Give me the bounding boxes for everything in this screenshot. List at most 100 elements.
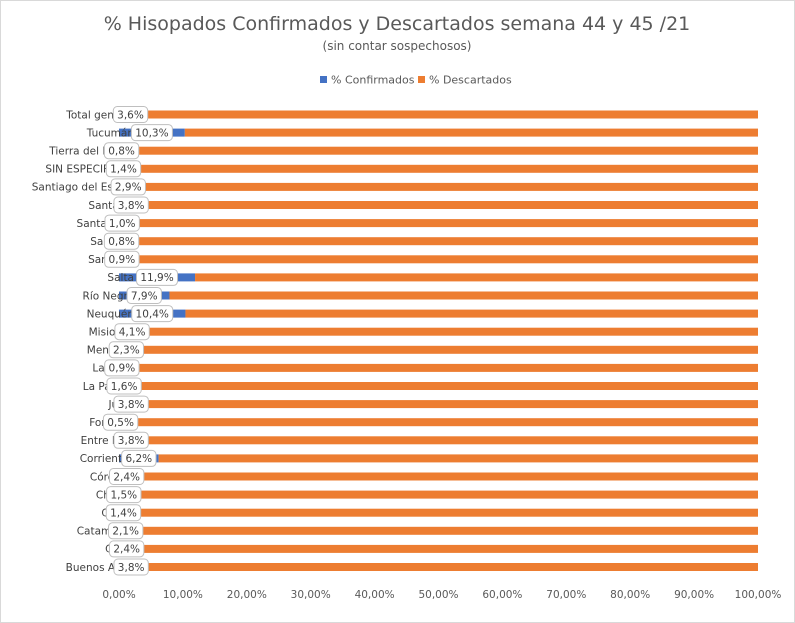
- data-label: 2,4%: [113, 471, 140, 483]
- x-tick-label: 70,00%: [546, 589, 586, 601]
- category-label: Salta: [107, 272, 134, 284]
- chart-title: % Hisopados Confirmados y Descartados se…: [104, 13, 691, 35]
- x-tick-label: 50,00%: [418, 589, 458, 601]
- data-label-box: [106, 377, 142, 395]
- data-label-box: [114, 323, 150, 341]
- data-label-box: [108, 341, 145, 359]
- bar-descartados: [143, 563, 759, 571]
- data-label: 4,1%: [119, 327, 146, 339]
- bar-descartados: [142, 110, 758, 119]
- data-label: 0,8%: [108, 146, 135, 158]
- data-label-box: [105, 504, 142, 522]
- x-tick-label: 20,00%: [227, 589, 267, 601]
- legend-swatch-2: [418, 76, 425, 83]
- x-tick-label: 80,00%: [610, 589, 650, 601]
- data-label: 2,9%: [115, 182, 142, 194]
- bar-descartados: [145, 327, 759, 336]
- bar-descartados: [125, 219, 758, 228]
- data-label: 3,8%: [118, 200, 145, 212]
- bar-descartados: [124, 363, 759, 372]
- data-label-box: [104, 359, 140, 377]
- data-label: 1,6%: [111, 381, 138, 393]
- bar-descartados: [143, 201, 759, 209]
- bar-descartados: [129, 382, 758, 390]
- category-label: Tucumán: [86, 127, 134, 139]
- data-label-box: [113, 431, 149, 449]
- x-tick-label: 10,00%: [163, 589, 203, 601]
- data-label-box: [108, 540, 145, 558]
- data-label: 11,9%: [140, 272, 173, 284]
- bar-descartados: [195, 273, 758, 282]
- data-label-box: [113, 558, 149, 576]
- x-tick-label: 0,00%: [102, 589, 135, 601]
- data-label-box: [121, 449, 157, 467]
- category-label: Río Negro: [83, 290, 134, 302]
- data-label: 3,6%: [117, 109, 144, 121]
- data-label-box: [113, 395, 149, 413]
- bar-descartados: [184, 128, 758, 137]
- category-label: Corrientes: [80, 453, 134, 465]
- bar-descartados: [122, 418, 758, 427]
- chart-subtitle: (sin contar sospechosos): [323, 39, 472, 53]
- bar-descartados: [143, 436, 759, 445]
- legend-swatch-1: [320, 76, 327, 83]
- data-label: 2,4%: [113, 544, 140, 556]
- bar-descartados: [134, 544, 758, 553]
- bar-descartados: [127, 164, 759, 173]
- data-label: 2,3%: [113, 345, 140, 357]
- x-tick-label: 60,00%: [482, 589, 522, 601]
- data-label: 2,1%: [112, 526, 139, 538]
- data-label: 0,9%: [109, 363, 136, 375]
- bar-descartados: [124, 237, 758, 246]
- bar-descartados: [124, 146, 758, 155]
- data-label: 0,8%: [108, 236, 135, 248]
- data-label-box: [131, 305, 174, 323]
- data-label-box: [110, 178, 146, 196]
- x-tick-label: 90,00%: [674, 589, 714, 601]
- data-label: 3,8%: [118, 562, 145, 574]
- data-label-box: [106, 486, 142, 504]
- data-label-box: [136, 268, 179, 286]
- bar-descartados: [169, 291, 758, 300]
- data-label: 1,4%: [110, 164, 137, 176]
- data-label: 1,4%: [110, 508, 137, 520]
- data-label: 3,8%: [118, 399, 145, 411]
- data-label: 0,5%: [107, 417, 134, 429]
- data-label-box: [104, 214, 140, 232]
- bar-descartados: [124, 255, 759, 264]
- x-tick-label: 30,00%: [291, 589, 331, 601]
- bar-descartados: [158, 454, 759, 463]
- data-label: 10,3%: [135, 127, 168, 139]
- bar-descartados: [134, 472, 758, 481]
- data-label-box: [113, 196, 149, 214]
- bar-descartados: [137, 182, 758, 191]
- data-label-box: [108, 522, 144, 540]
- data-label: 0,9%: [109, 254, 136, 266]
- data-label: 1,5%: [110, 489, 137, 501]
- category-label: Neuquén: [87, 308, 134, 320]
- data-label-box: [108, 468, 145, 485]
- data-label: 3,8%: [118, 435, 145, 447]
- bar-descartados: [127, 508, 759, 517]
- data-label-box: [130, 124, 173, 142]
- data-label-box: [126, 287, 162, 304]
- bar-descartados: [185, 309, 758, 318]
- bar-descartados: [132, 526, 758, 535]
- data-label-box: [103, 232, 140, 250]
- legend: % Confirmados % Descartados: [320, 74, 512, 87]
- category-label: Santiago del Estero: [32, 182, 134, 194]
- data-label: 6,2%: [125, 453, 152, 465]
- data-label-box: [103, 142, 140, 160]
- legend-label-1: % Confirmados: [331, 74, 415, 87]
- plot-area: 0,00% 10,00% 20,00% 30,00% 40,00% 50,00% 60,00…: [32, 106, 781, 601]
- bar-descartados: [143, 400, 759, 409]
- data-label: 7,9%: [131, 290, 158, 302]
- data-label-box: [102, 413, 139, 431]
- data-label: 10,4%: [136, 308, 169, 320]
- legend-label-2: % Descartados: [429, 74, 512, 87]
- bar-descartados: [128, 490, 758, 499]
- data-label-box: [104, 250, 140, 268]
- data-label: 1,0%: [109, 218, 136, 230]
- data-label-box: [105, 160, 142, 178]
